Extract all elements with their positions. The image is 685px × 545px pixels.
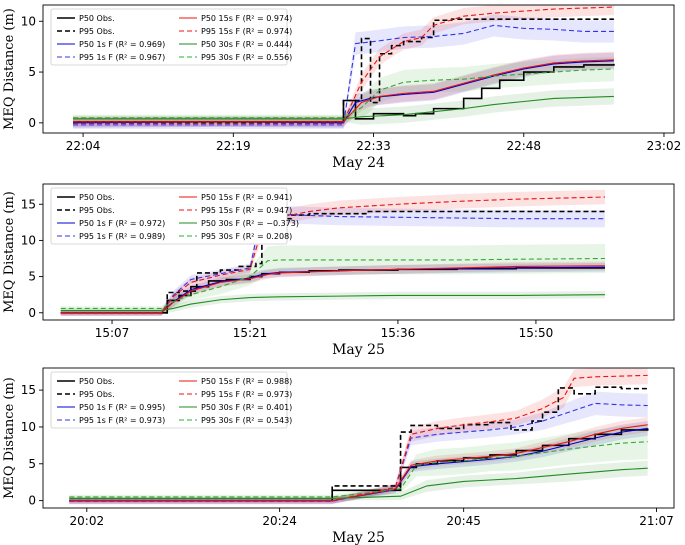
legend-label: P50 Obs. bbox=[79, 193, 115, 202]
x-tick-label: 21:07 bbox=[639, 514, 674, 528]
x-tick-label: 22:33 bbox=[356, 139, 391, 153]
y-tick-label: 10 bbox=[21, 233, 36, 247]
plot-area bbox=[60, 189, 605, 316]
confidence-band-4 bbox=[73, 14, 614, 129]
legend-label: P95 1s F (R² = 0.989) bbox=[79, 232, 165, 241]
legend-label: P50 Obs. bbox=[79, 377, 115, 386]
y-tick-label: 15 bbox=[21, 383, 36, 397]
series-line-5 bbox=[60, 265, 605, 314]
series-line-7 bbox=[60, 294, 605, 312]
series-line-2 bbox=[69, 386, 649, 502]
x-tick-label: 20:24 bbox=[262, 514, 297, 528]
x-axis-label: May 25 bbox=[332, 530, 385, 545]
axes-frame bbox=[42, 4, 675, 134]
legend: P50 Obs. P95 Obs. P50 1s F (R² = 0.995) P95… bbox=[50, 371, 292, 429]
x-tick-label: 15:07 bbox=[95, 326, 130, 340]
y-tick-label: 5 bbox=[28, 270, 36, 284]
series-line-2 bbox=[73, 18, 614, 124]
series-line-5 bbox=[73, 59, 614, 123]
series-line-8 bbox=[69, 441, 648, 498]
legend-label: P95 Obs. bbox=[79, 390, 115, 399]
legend-box bbox=[50, 371, 288, 429]
chart-panel-1: 0 5 10 22:04 22:19 22:33 22:48 23:02 May 24 MEQ D… bbox=[2, 4, 682, 171]
confidence-band-8 bbox=[69, 424, 648, 500]
x-tick-label: 20:45 bbox=[446, 514, 481, 528]
chart-panel-2: 0 5 10 15 15:07 15:21 15:36 15:50 May 25 MEQ Dist… bbox=[2, 183, 675, 358]
plot-area bbox=[69, 368, 649, 505]
x-tick-label: 15:36 bbox=[381, 326, 416, 340]
legend-label: P95 30s F (R² = 0.543) bbox=[201, 416, 292, 425]
x-tick-label: 15:50 bbox=[519, 326, 554, 340]
x-tick-label: 15:21 bbox=[233, 326, 268, 340]
legend-label: P95 15s F (R² = 0.973) bbox=[201, 390, 292, 399]
axes-frame bbox=[42, 367, 675, 509]
confidence-band-6 bbox=[69, 368, 648, 504]
legend-label: P95 1s F (R² = 0.967) bbox=[79, 53, 165, 62]
x-tick-label: 20:02 bbox=[70, 514, 105, 528]
y-tick-label: 0 bbox=[28, 306, 36, 320]
chart-panel-3: 0 5 10 15 20:02 20:24 20:45 21:07 May 25 MEQ Dist… bbox=[2, 367, 675, 545]
confidence-band-7 bbox=[60, 291, 605, 313]
axes-frame bbox=[42, 183, 675, 321]
confidence-band-7 bbox=[73, 88, 614, 125]
x-tick-label: 22:04 bbox=[66, 139, 101, 153]
y-tick-label: 10 bbox=[21, 420, 36, 434]
y-axis-label: MEQ Distance (m) bbox=[2, 377, 17, 499]
legend-label: P95 Obs. bbox=[79, 206, 115, 215]
x-tick-label: 22:48 bbox=[506, 139, 541, 153]
legend: P50 Obs. P95 Obs. P50 1s F (R² = 0.969) P95… bbox=[50, 8, 292, 66]
x-axis-label: May 24 bbox=[332, 155, 385, 171]
legend-label: P50 1s F (R² = 0.995) bbox=[79, 403, 165, 412]
confidence-band-8 bbox=[60, 244, 605, 311]
y-axis-label: MEQ Distance (m) bbox=[2, 191, 17, 313]
legend: P50 Obs. P95 Obs. P50 1s F (R² = 0.972) P95… bbox=[50, 187, 299, 245]
legend-label: P95 30s F (R² = 0.208) bbox=[201, 232, 292, 241]
y-tick-label: 0 bbox=[28, 494, 36, 508]
confidence-band-8 bbox=[73, 56, 614, 121]
legend-label: P50 1s F (R² = 0.969) bbox=[79, 40, 165, 49]
legend-label: P50 30s F (R² = −0.373) bbox=[201, 219, 299, 228]
legend-label: P95 30s F (R² = 0.556) bbox=[201, 53, 292, 62]
legend-box bbox=[50, 187, 288, 245]
series-line-7 bbox=[69, 467, 648, 499]
series-line-6 bbox=[73, 6, 614, 123]
series-line-2 bbox=[60, 210, 605, 314]
legend-label: P50 15s F (R² = 0.988) bbox=[201, 377, 292, 386]
legend-label: P50 15s F (R² = 0.974) bbox=[201, 14, 292, 23]
legend-label: P50 30s F (R² = 0.401) bbox=[201, 403, 292, 412]
legend-label: P95 15s F (R² = 0.947) bbox=[201, 206, 292, 215]
confidence-band-3 bbox=[73, 52, 614, 128]
x-axis-label: May 25 bbox=[332, 342, 385, 358]
series-line-8 bbox=[60, 257, 605, 309]
series-line-6 bbox=[69, 374, 648, 502]
series-line-5 bbox=[69, 424, 648, 502]
series-line-3 bbox=[69, 427, 648, 502]
legend-label: P50 15s F (R² = 0.941) bbox=[201, 193, 292, 202]
series-line-4 bbox=[60, 210, 605, 314]
y-tick-label: 5 bbox=[28, 65, 36, 79]
legend-label: P95 15s F (R² = 0.974) bbox=[201, 27, 292, 36]
x-tick-label: 22:19 bbox=[216, 139, 251, 153]
y-tick-label: 10 bbox=[21, 14, 36, 28]
series-line-8 bbox=[73, 68, 614, 119]
legend-label: P50 30s F (R² = 0.444) bbox=[201, 40, 292, 49]
legend-label: P95 Obs. bbox=[79, 27, 115, 36]
series-line-4 bbox=[69, 402, 648, 502]
legend-label: P95 1s F (R² = 0.973) bbox=[79, 416, 165, 425]
y-tick-label: 15 bbox=[21, 197, 36, 211]
confidence-band-5 bbox=[73, 51, 614, 127]
y-tick-label: 5 bbox=[28, 457, 36, 471]
legend-box bbox=[50, 8, 288, 66]
y-axis-label: MEQ Distance (m) bbox=[2, 8, 17, 130]
x-tick-label: 23:02 bbox=[647, 139, 682, 153]
legend-label: P50 Obs. bbox=[79, 14, 115, 23]
confidence-band-4 bbox=[69, 391, 648, 505]
y-tick-label: 0 bbox=[28, 116, 36, 130]
plot-area bbox=[73, 5, 615, 129]
series-line-4 bbox=[73, 24, 614, 126]
series-line-7 bbox=[73, 95, 614, 120]
confidence-band-4 bbox=[60, 202, 605, 316]
legend-label: P50 1s F (R² = 0.972) bbox=[79, 219, 165, 228]
